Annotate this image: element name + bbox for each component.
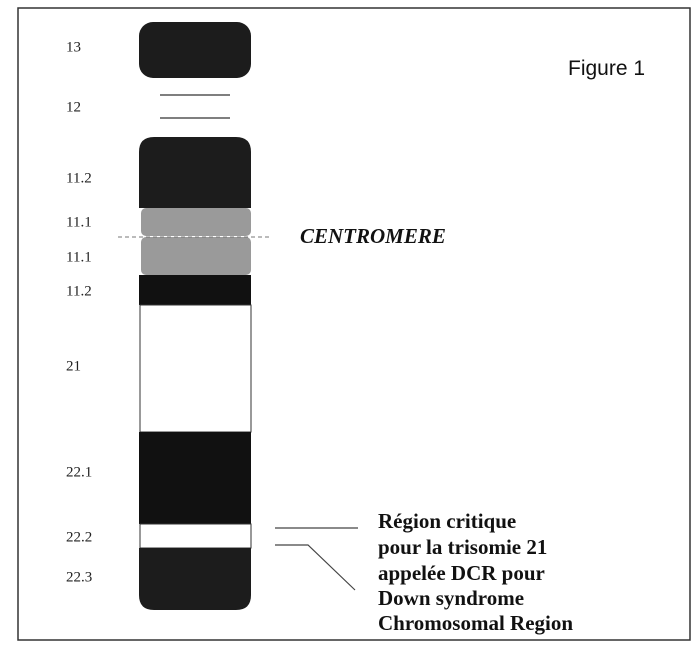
centromere-label: CENTROMERE	[300, 224, 446, 248]
band-label: 11.2	[66, 170, 92, 186]
band-label: 12	[66, 99, 81, 115]
band-22-3	[139, 548, 251, 610]
note-line: appelée DCR pour	[378, 561, 545, 585]
note-line: Région critique	[378, 509, 516, 533]
band-11-2	[139, 137, 251, 208]
band-label: 11.2	[66, 283, 92, 299]
band-11-1	[141, 208, 251, 236]
note-line: Chromosomal Region	[378, 611, 573, 635]
band-label: 22.3	[66, 569, 92, 585]
frame	[18, 8, 690, 640]
band-label: 11.1	[66, 214, 92, 230]
diagram: 13 12 11.2 11.1 11.1 11.2 21 22.1 22.2 2…	[0, 0, 697, 647]
band-label: 13	[66, 39, 81, 55]
band-label: 22.2	[66, 529, 92, 545]
band-22-2	[140, 524, 251, 548]
note-line: pour la trisomie 21	[378, 535, 547, 559]
band-13	[139, 22, 251, 78]
band-label: 11.1	[66, 249, 92, 265]
band-21	[140, 305, 251, 432]
band-11-1	[141, 237, 251, 275]
figure-title: Figure 1	[568, 57, 645, 80]
note-line: Down syndrome	[378, 586, 524, 610]
band-label: 22.1	[66, 464, 92, 480]
band-22-1	[139, 432, 251, 524]
band-label: 21	[66, 358, 81, 374]
band-11-2	[139, 275, 251, 305]
